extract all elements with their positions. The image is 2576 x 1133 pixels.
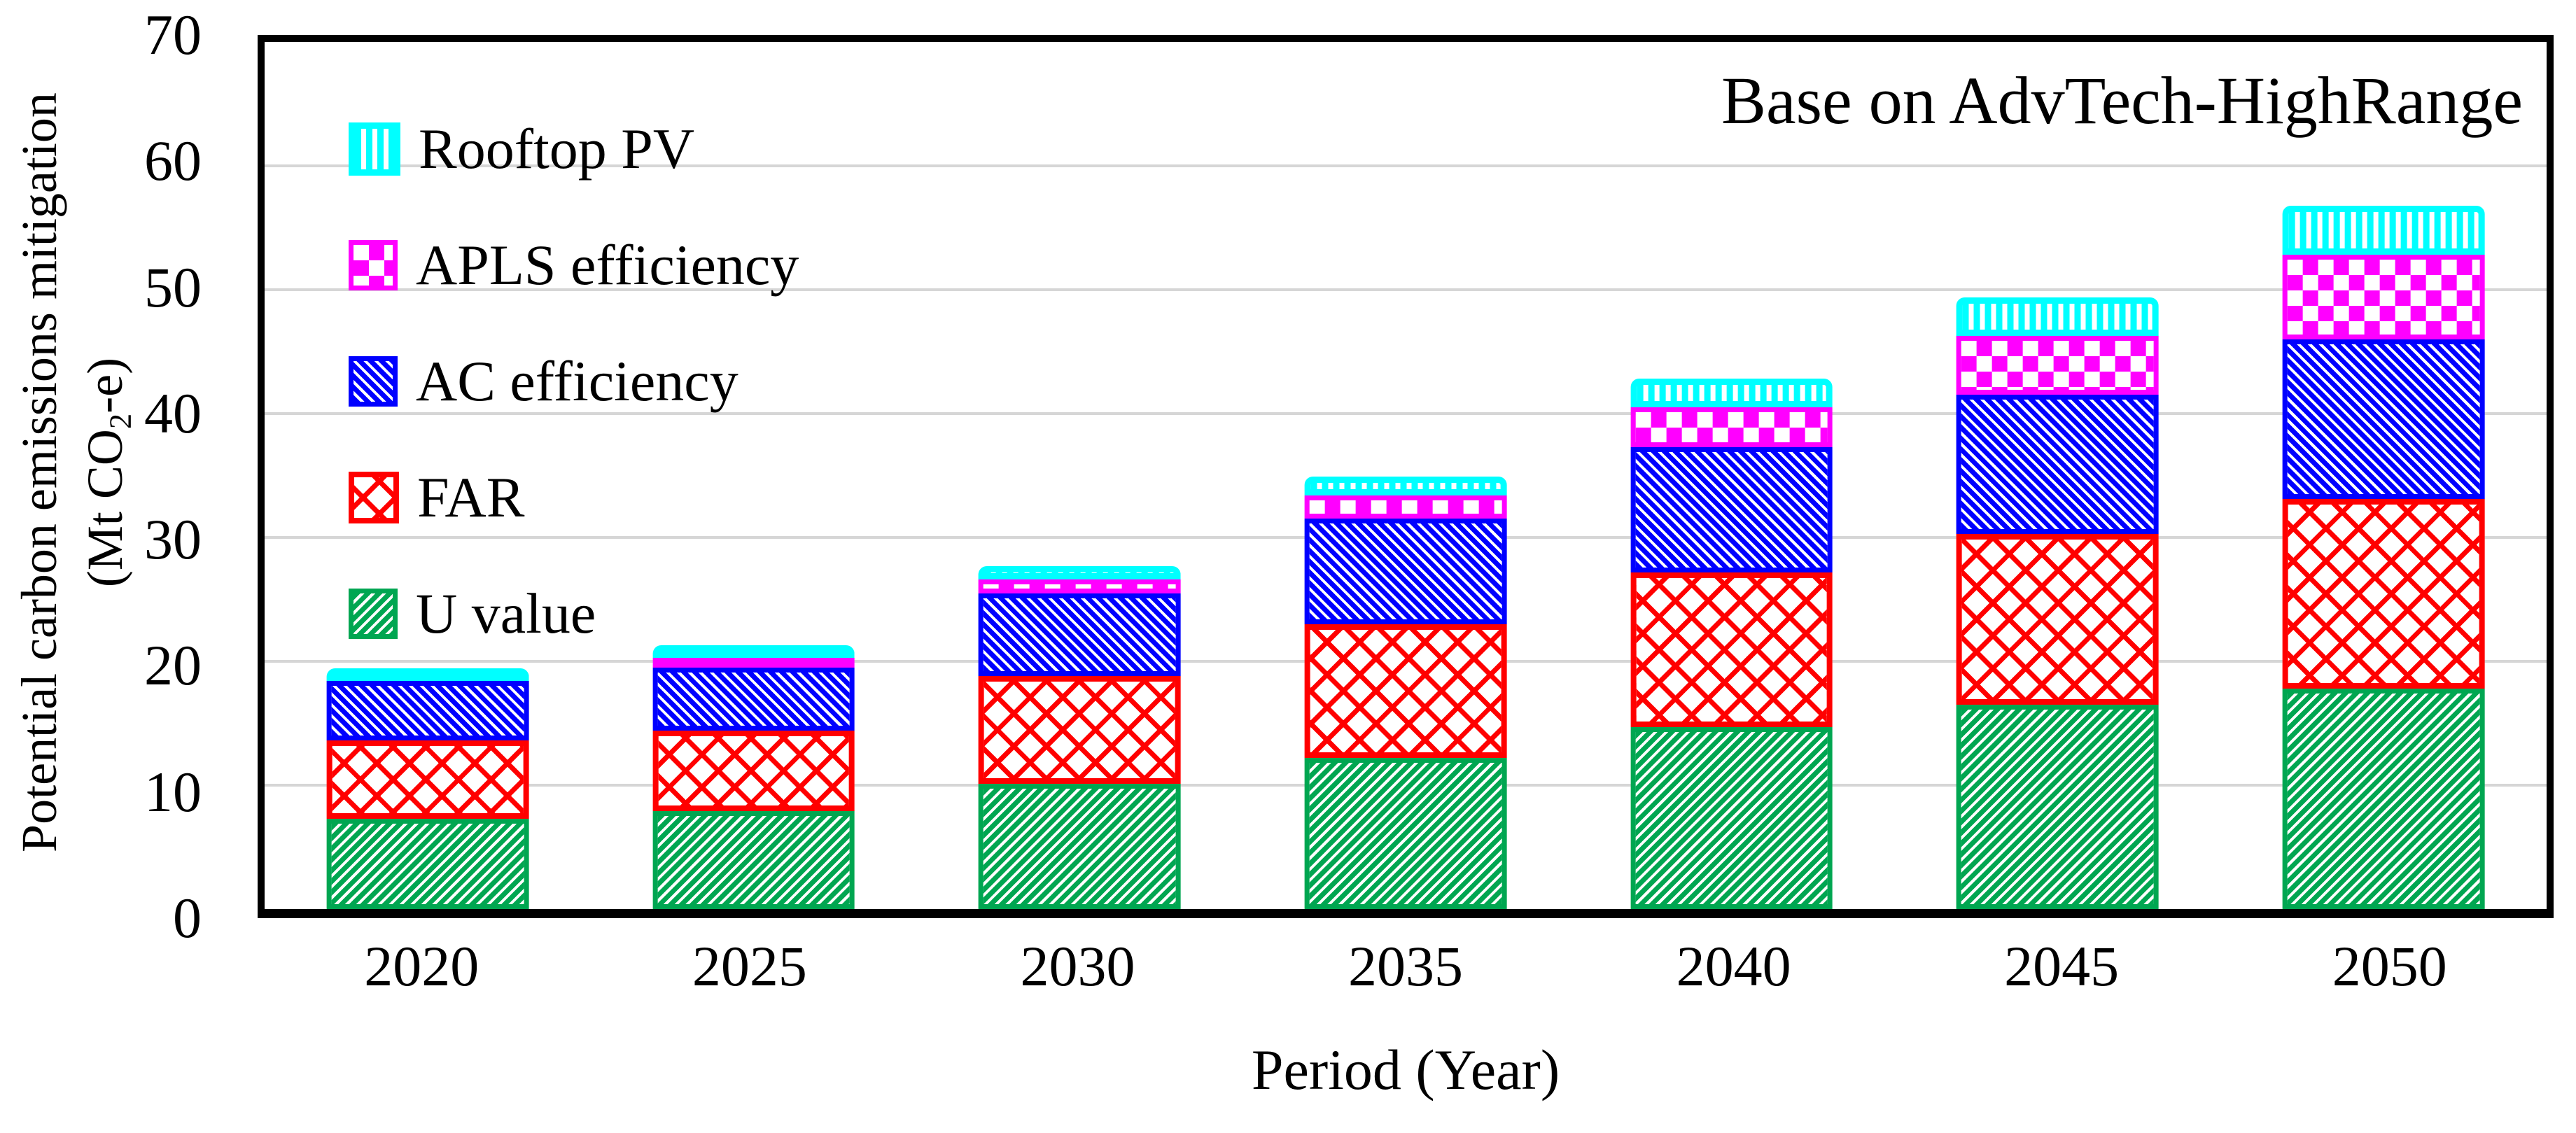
segment-u-2025: [652, 811, 855, 909]
segment-ac-2035: [1304, 519, 1507, 624]
segment-far-2025: [652, 731, 855, 812]
bar-slot-2025: [591, 42, 917, 909]
segment-apls-2050: [2282, 255, 2485, 339]
segment-pv-2020: [326, 668, 529, 682]
segment-far-2050: [2282, 499, 2485, 689]
legend-item-pv: Rooftop PV: [349, 120, 799, 178]
segment-ac-2020: [326, 681, 529, 741]
segment-apls-2045: [1956, 335, 2159, 395]
bar-slot-2035: [1242, 42, 1569, 909]
x-tick-label-2020: 2020: [364, 934, 479, 998]
segment-pv-2035: [1304, 477, 1507, 495]
segment-ac-2030: [978, 593, 1181, 677]
legend-label: Rooftop PV: [419, 117, 695, 181]
x-tick-label-2045: 2045: [2004, 934, 2120, 998]
x-axis-title: Period (Year): [1251, 1038, 1560, 1102]
segment-ac-2040: [1630, 446, 1833, 572]
legend-item-far: FAR: [349, 469, 799, 526]
legend-swatch-apls-icon: [349, 240, 398, 290]
legend-item-u: U value: [349, 585, 799, 642]
segment-far-2020: [326, 740, 529, 819]
stacked-bar-2035: [1304, 42, 1507, 909]
y-tick-label: 70: [144, 3, 202, 66]
chart-annotation: Base on AdvTech-HighRange: [1721, 63, 2523, 138]
segment-ac-2025: [652, 667, 855, 731]
plot-area: Rooftop PV APLS efficiency AC efficiency FA…: [258, 35, 2554, 918]
segment-far-2035: [1304, 624, 1507, 759]
stacked-bar-2045: [1956, 42, 2159, 909]
segment-pv-2040: [1630, 379, 1833, 408]
segment-apls-2040: [1630, 407, 1833, 447]
legend-swatch-u-icon: [349, 589, 398, 639]
gridline-60: [265, 164, 2547, 167]
bar-slot-2045: [1895, 42, 2221, 909]
legend-swatch-far-icon: [349, 472, 399, 523]
stacked-bar-2025: [652, 42, 855, 909]
bar-slot-2020: [265, 42, 591, 909]
segment-u-2040: [1630, 726, 1833, 909]
stacked-bar-2050: [2282, 42, 2485, 909]
segment-u-2045: [1956, 704, 2159, 909]
segment-pv-2030: [978, 565, 1181, 580]
legend: Rooftop PV APLS efficiency AC efficiency FA…: [349, 120, 799, 642]
y-tick-label: 10: [144, 759, 202, 824]
segment-pv-2045: [1956, 297, 2159, 336]
legend-label: AC efficiency: [416, 349, 738, 413]
segment-u-2035: [1304, 758, 1507, 909]
segment-far-2040: [1630, 572, 1833, 727]
legend-swatch-pv-icon: [349, 122, 400, 176]
segment-u-2050: [2282, 688, 2485, 909]
x-axis-ticks: 2020 2025 2030 2035 2040 2045 2050: [258, 938, 2554, 1008]
segment-apls-2035: [1304, 495, 1507, 519]
legend-label: APLS efficiency: [416, 233, 799, 297]
segment-ac-2050: [2282, 339, 2485, 500]
segment-pv-2025: [652, 645, 855, 658]
x-tick-label-2025: 2025: [692, 934, 807, 998]
y-tick-label: 20: [144, 633, 202, 698]
bar-slot-2050: [2220, 42, 2547, 909]
segment-apls-2025: [652, 657, 855, 668]
y-tick-label: 30: [144, 507, 202, 572]
segment-u-2030: [978, 784, 1181, 909]
x-tick-label-2040: 2040: [1676, 934, 1791, 998]
legend-item-apls: APLS efficiency: [349, 237, 799, 294]
x-tick-label-2030: 2030: [1020, 934, 1135, 998]
y-tick-label: 60: [144, 129, 202, 193]
legend-swatch-ac-icon: [349, 356, 398, 407]
segment-far-2045: [1956, 533, 2159, 705]
legend-item-ac: AC efficiency: [349, 353, 799, 410]
segment-ac-2045: [1956, 395, 2159, 534]
y-tick-label: 50: [144, 255, 202, 319]
y-axis-ticks: 0 10 20 30 40 50 60 70: [0, 6, 238, 947]
y-tick-label: 40: [144, 381, 202, 445]
stacked-bar-2020: [326, 42, 529, 909]
segment-apls-2030: [978, 579, 1181, 593]
gridline-50: [265, 288, 2547, 291]
y-tick-label: 0: [173, 886, 202, 950]
gridline-40: [265, 412, 2547, 416]
segment-far-2030: [978, 676, 1181, 784]
legend-label: FAR: [417, 465, 525, 529]
bar-slot-2040: [1569, 42, 1895, 909]
legend-label: U value: [416, 582, 596, 645]
stacked-bar-2040: [1630, 42, 1833, 909]
segment-u-2020: [326, 818, 529, 909]
x-tick-label-2050: 2050: [2332, 934, 2447, 998]
x-tick-label-2035: 2035: [1348, 934, 1464, 998]
bar-slot-2030: [916, 42, 1242, 909]
stacked-bar-2030: [978, 42, 1181, 909]
segment-pv-2050: [2282, 205, 2485, 255]
